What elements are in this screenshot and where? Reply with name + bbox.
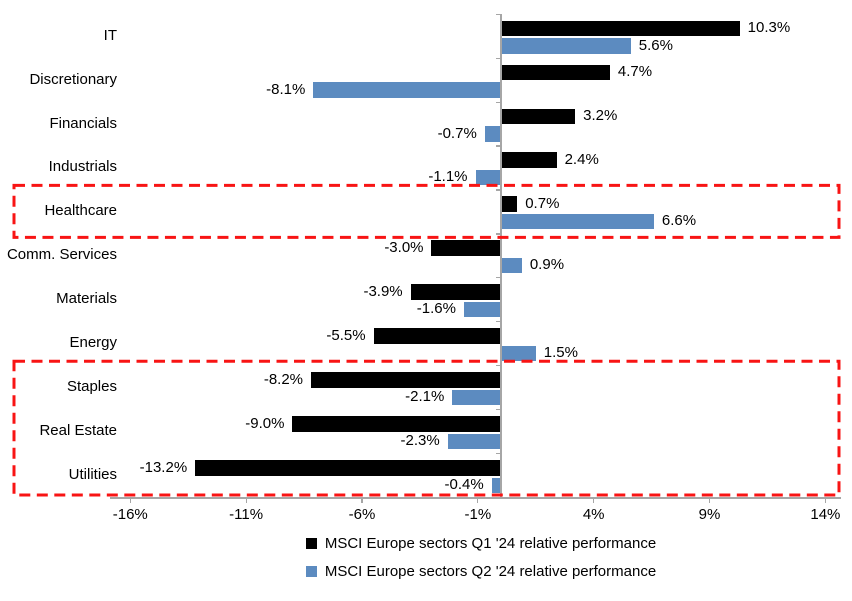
legend: MSCI Europe sectors Q1 '24 relative perf… bbox=[110, 533, 852, 582]
x-tick-label: 14% bbox=[810, 506, 841, 523]
value-label: -13.2% bbox=[139, 458, 188, 476]
value-label: 0.7% bbox=[525, 194, 560, 212]
category-tick bbox=[495, 497, 501, 499]
value-label: -5.5% bbox=[326, 326, 366, 344]
highlight-box-1 bbox=[12, 183, 841, 239]
value-label: -1.6% bbox=[416, 300, 456, 318]
category-tick bbox=[495, 409, 501, 411]
x-axis-line bbox=[110, 497, 841, 499]
category-label: Industrials bbox=[48, 158, 117, 176]
q1-bar-staples bbox=[311, 372, 501, 388]
value-label: 4.7% bbox=[617, 63, 653, 81]
value-label: 1.5% bbox=[543, 344, 578, 362]
legend-swatch-q1-icon bbox=[305, 538, 317, 549]
x-tick-label: -1% bbox=[464, 506, 492, 523]
q2-bar-discretionary bbox=[313, 82, 501, 98]
q1-bar-energy bbox=[373, 328, 501, 344]
category-label: Utilities bbox=[68, 466, 117, 484]
x-axis-tick bbox=[824, 497, 826, 503]
category-label: Staples bbox=[66, 378, 117, 396]
category-tick bbox=[495, 277, 501, 279]
q2-bar-real-estate bbox=[447, 433, 501, 450]
x-axis-tick bbox=[477, 497, 479, 503]
category-label: Real Estate bbox=[39, 422, 117, 440]
category-tick bbox=[495, 453, 501, 455]
x-tick-label: -6% bbox=[348, 506, 376, 523]
x-tick-label: -16% bbox=[112, 506, 148, 523]
legend-swatch-q2-icon bbox=[305, 566, 317, 577]
legend-label-q2: MSCI Europe sectors Q2 '24 relative perf… bbox=[324, 563, 657, 580]
q1-bar-discretionary bbox=[501, 64, 610, 81]
value-label: 2.4% bbox=[564, 150, 599, 168]
category-tick bbox=[495, 189, 501, 191]
q1-bar-financials bbox=[501, 108, 576, 124]
category-label: Discretionary bbox=[29, 70, 117, 88]
q2-bar-healthcare bbox=[501, 213, 654, 230]
category-label: Healthcare bbox=[44, 202, 117, 220]
legend-label-q1: MSCI Europe sectors Q1 '24 relative perf… bbox=[324, 535, 657, 552]
q2-bar-comm-services bbox=[501, 257, 522, 274]
category-label: IT bbox=[103, 26, 117, 44]
value-label: -8.1% bbox=[266, 80, 306, 98]
value-label: 10.3% bbox=[747, 19, 791, 37]
q2-bar-industrials bbox=[475, 169, 501, 186]
value-label: -1.1% bbox=[428, 168, 468, 186]
x-axis-tick bbox=[245, 497, 247, 503]
q1-bar-it bbox=[501, 20, 740, 37]
q2-bar-financials bbox=[484, 126, 501, 142]
x-tick-label: 4% bbox=[582, 506, 605, 523]
value-label: 6.6% bbox=[661, 212, 697, 230]
x-axis-tick bbox=[593, 497, 595, 503]
q2-bar-it bbox=[501, 38, 631, 54]
value-label: 5.6% bbox=[638, 36, 673, 54]
q1-bar-healthcare bbox=[501, 196, 518, 212]
value-label: 3.2% bbox=[583, 107, 618, 124]
category-tick bbox=[495, 145, 501, 147]
q1-bar-materials bbox=[410, 284, 501, 300]
x-tick-label: -11% bbox=[229, 506, 264, 523]
y-axis-line bbox=[500, 13, 502, 497]
category-tick bbox=[495, 321, 501, 323]
value-label: -3.0% bbox=[384, 238, 424, 256]
x-axis-tick bbox=[129, 497, 131, 503]
value-label: -0.4% bbox=[444, 476, 484, 494]
q2-bar-materials bbox=[463, 301, 501, 318]
legend-item-q1: MSCI Europe sectors Q1 '24 relative perf… bbox=[305, 533, 657, 554]
value-label: -9.0% bbox=[245, 414, 285, 432]
x-axis-tick bbox=[708, 497, 711, 503]
q1-bar-utilities bbox=[195, 460, 501, 476]
category-tick bbox=[495, 13, 501, 15]
legend-item-q2: MSCI Europe sectors Q2 '24 relative perf… bbox=[305, 561, 657, 582]
category-tick bbox=[495, 233, 501, 235]
value-label: -2.1% bbox=[405, 388, 445, 406]
q1-bar-industrials bbox=[501, 152, 557, 168]
category-tick bbox=[495, 57, 501, 59]
category-label: Materials bbox=[56, 290, 117, 308]
value-label: -8.2% bbox=[263, 370, 304, 388]
x-tick-label: 9% bbox=[698, 506, 721, 523]
value-label: 0.9% bbox=[529, 256, 565, 274]
q2-bar-energy bbox=[501, 345, 536, 362]
category-tick bbox=[495, 365, 501, 367]
value-label: -3.9% bbox=[363, 282, 403, 300]
category-label: Financials bbox=[49, 114, 117, 132]
q1-bar-comm-services bbox=[431, 240, 501, 256]
category-label: Comm. Services bbox=[6, 246, 117, 264]
category-tick bbox=[495, 101, 501, 103]
q2-bar-staples bbox=[452, 389, 501, 406]
value-label: -0.7% bbox=[437, 124, 477, 142]
value-label: -2.3% bbox=[400, 432, 440, 450]
x-axis-tick bbox=[361, 497, 363, 503]
q1-bar-real-estate bbox=[292, 416, 501, 432]
category-label: Energy bbox=[69, 334, 117, 352]
